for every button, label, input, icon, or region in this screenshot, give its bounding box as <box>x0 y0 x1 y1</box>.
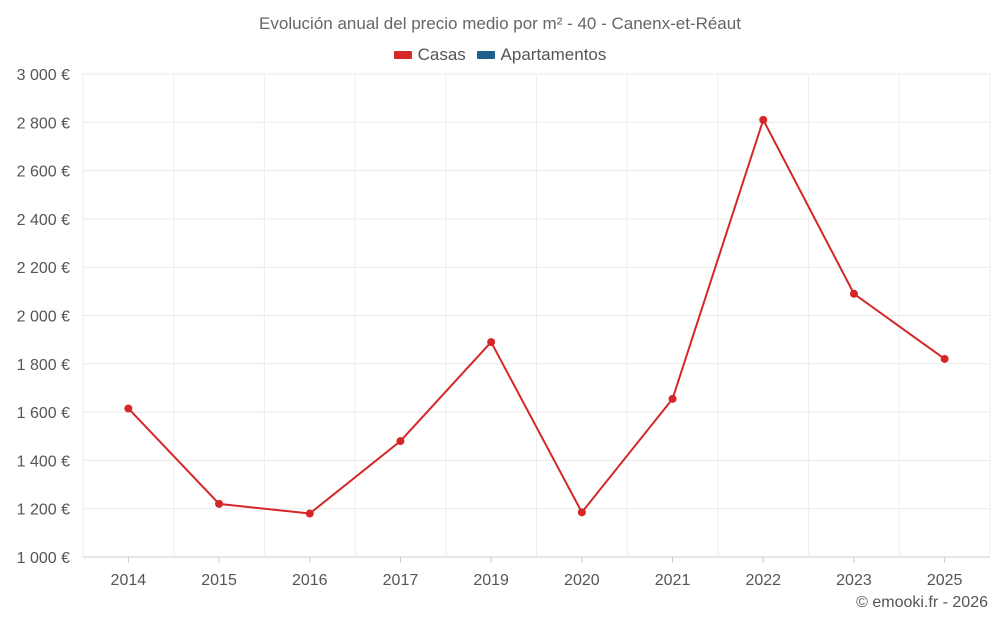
y-tick-label: 2 000 € <box>17 309 70 326</box>
x-tick-label: 2025 <box>927 572 963 589</box>
data-point[interactable] <box>215 499 224 508</box>
y-tick-label: 1 600 € <box>17 405 70 422</box>
chart-title: Evolución anual del precio medio por m² … <box>259 14 741 33</box>
x-tick-label: 2016 <box>292 572 328 589</box>
y-tick-label: 1 000 € <box>17 550 70 567</box>
y-tick-label: 2 800 € <box>17 115 70 132</box>
data-point[interactable] <box>124 404 133 413</box>
y-tick-label: 2 200 € <box>17 260 70 277</box>
y-tick-label: 1 400 € <box>17 453 70 470</box>
series-line-0 <box>127 118 946 515</box>
y-tick-label: 1 800 € <box>17 357 70 374</box>
legend: Casas Apartamentos <box>0 44 1000 65</box>
legend-swatch-apartamentos <box>476 51 495 59</box>
credit-text: © emooki.fr - 2026 <box>856 594 988 611</box>
legend-item-casas[interactable]: Casas <box>393 45 466 65</box>
y-tick-label: 2 600 € <box>17 164 70 181</box>
data-point[interactable] <box>668 394 677 403</box>
x-tick-label: 2015 <box>201 572 237 589</box>
y-tick-label: 1 200 € <box>17 502 70 519</box>
data-point[interactable] <box>940 354 949 363</box>
axes: 1 000 € 1 200 € 1 400 € 1 600 € 1 800 € 2 000… <box>17 67 963 589</box>
x-tick-label: 2021 <box>655 572 691 589</box>
legend-swatch-casas <box>393 51 412 59</box>
x-tick-label: 2022 <box>745 572 781 589</box>
data-point[interactable] <box>396 437 405 446</box>
x-tick-label: 2023 <box>836 572 872 589</box>
data-point[interactable] <box>305 509 314 518</box>
data-point[interactable] <box>759 115 768 124</box>
y-tick-label: 2 400 € <box>17 212 70 229</box>
x-tick-label: 2017 <box>383 572 419 589</box>
series <box>124 115 949 518</box>
y-tick-label: 3 000 € <box>17 67 70 84</box>
grid <box>82 73 991 558</box>
x-tick-label: 2014 <box>111 572 147 589</box>
data-point[interactable] <box>577 508 586 517</box>
legend-label-apartamentos: Apartamentos <box>500 45 607 64</box>
data-point[interactable] <box>849 289 858 298</box>
data-point[interactable] <box>487 338 496 347</box>
x-tick-label: 2019 <box>473 572 509 589</box>
x-tick-label: 2020 <box>564 572 600 589</box>
legend-item-apartamentos[interactable]: Apartamentos <box>476 45 607 65</box>
legend-label-casas: Casas <box>417 45 466 64</box>
